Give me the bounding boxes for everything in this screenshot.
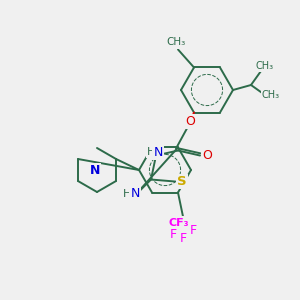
Text: N: N bbox=[130, 187, 140, 200]
Text: N: N bbox=[153, 146, 163, 159]
Text: F: F bbox=[189, 224, 197, 237]
Text: F: F bbox=[169, 228, 177, 241]
Text: N: N bbox=[90, 164, 100, 178]
Text: CF₃: CF₃ bbox=[169, 218, 189, 227]
Text: CH₃: CH₃ bbox=[262, 90, 280, 100]
Text: O: O bbox=[202, 149, 212, 162]
Text: O: O bbox=[185, 115, 195, 128]
Text: S: S bbox=[177, 175, 187, 188]
Text: CH₃: CH₃ bbox=[256, 61, 274, 71]
Text: F: F bbox=[179, 232, 187, 245]
Text: H: H bbox=[123, 188, 131, 199]
Text: H: H bbox=[147, 146, 155, 157]
Text: CH₃: CH₃ bbox=[167, 38, 186, 47]
